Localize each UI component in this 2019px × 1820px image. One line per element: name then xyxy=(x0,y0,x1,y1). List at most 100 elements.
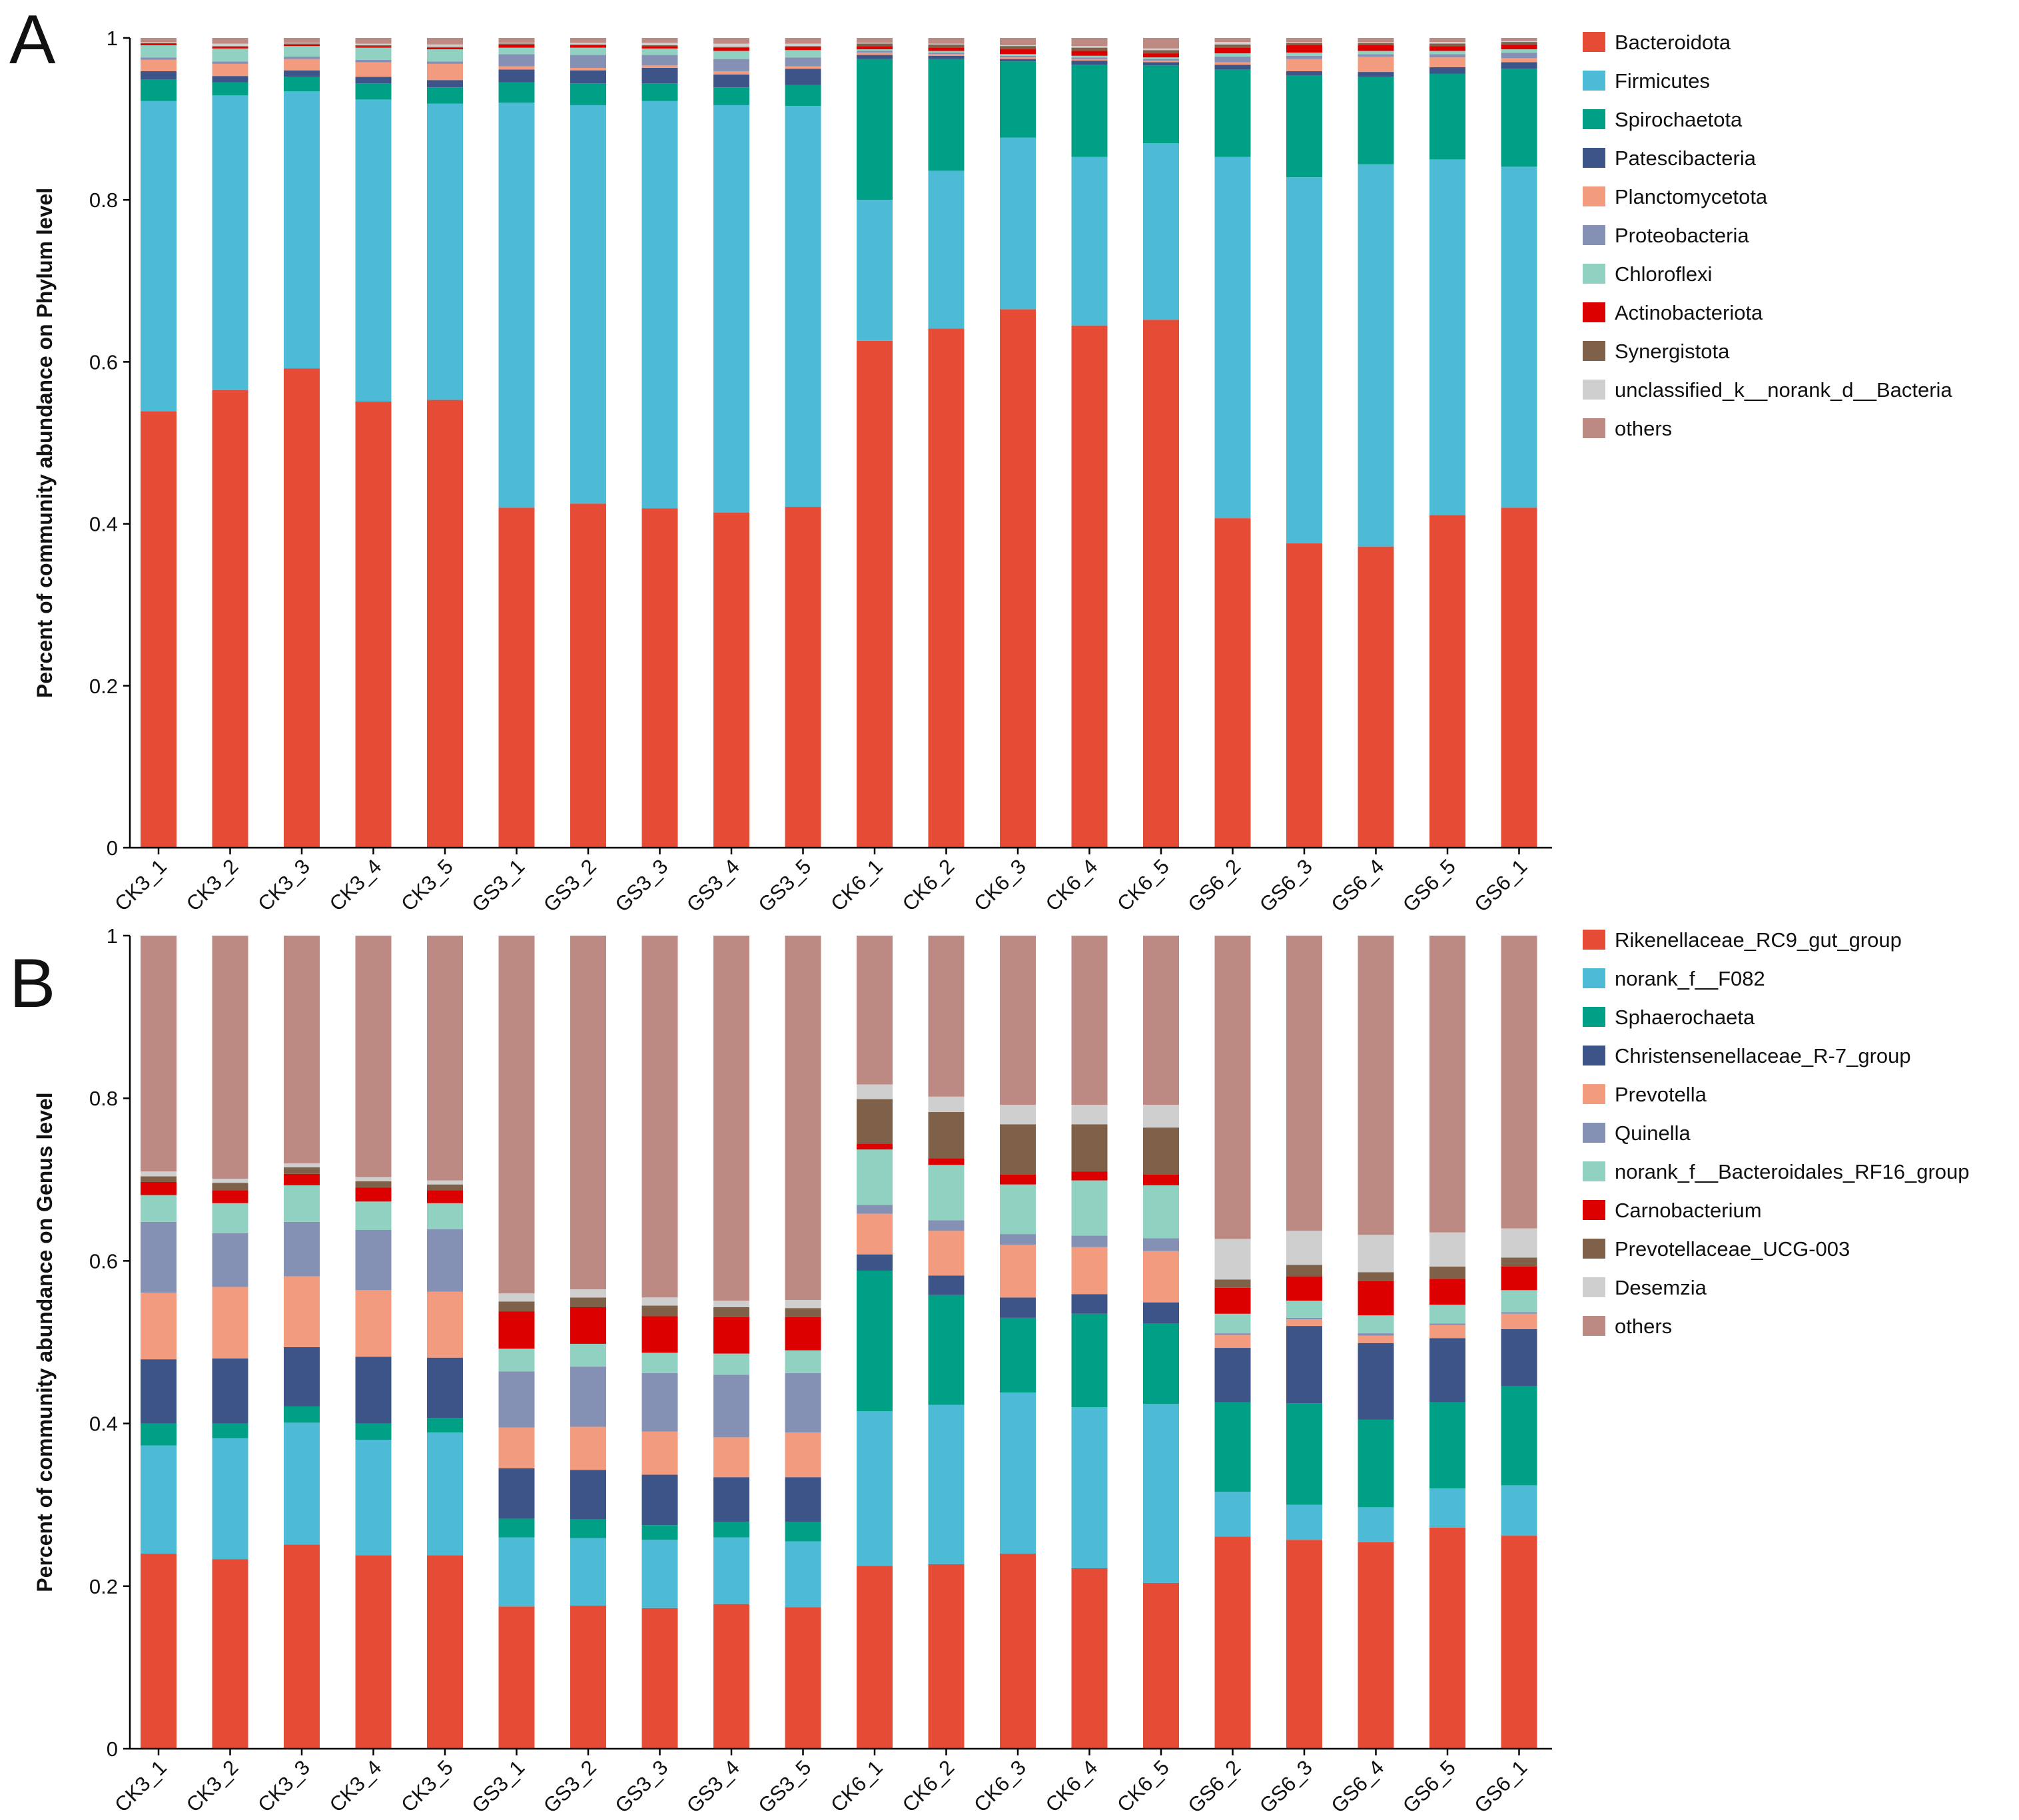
legend-swatch xyxy=(1583,148,1605,168)
bar-segment xyxy=(1501,44,1537,50)
legend-swatch xyxy=(1583,109,1605,129)
x-tick-label: CK6_1 xyxy=(826,1755,887,1817)
bar-segment xyxy=(641,1297,678,1306)
panel-a: A Percent of community abundance on Phylu… xyxy=(9,1,1952,916)
legend-label: others xyxy=(1615,417,1672,440)
y-axis-title: Percent of community abundance on Phylum… xyxy=(33,188,57,698)
bar-segment xyxy=(785,43,821,47)
bar-segment xyxy=(1429,1325,1465,1339)
x-tick-label: GS6_4 xyxy=(1326,854,1388,916)
bar-segment xyxy=(141,1171,177,1177)
bar-segment xyxy=(1000,936,1036,1105)
bar-segment xyxy=(212,1358,248,1424)
bar-segment xyxy=(1358,56,1394,73)
bar-segment xyxy=(1000,309,1036,848)
bar-segment xyxy=(1358,1542,1394,1749)
bar-segment xyxy=(1286,55,1322,59)
bar-segment xyxy=(1143,1174,1179,1185)
bar-segment xyxy=(713,512,749,848)
bar-segment xyxy=(857,936,893,1085)
bar-segment xyxy=(928,1564,965,1749)
bar-segment xyxy=(141,1221,177,1293)
bar-segment xyxy=(713,1301,749,1307)
x-tick-label: GS3_1 xyxy=(467,1755,529,1817)
bar-segment xyxy=(498,1311,535,1349)
bar-segment xyxy=(641,38,678,43)
legend-label: Quinella xyxy=(1615,1121,1691,1145)
bar-segment xyxy=(355,62,392,77)
bar-segment xyxy=(141,1176,177,1182)
bar-segment xyxy=(857,51,893,53)
bar-segment xyxy=(141,43,177,45)
bar-segment xyxy=(928,1165,965,1221)
legend-swatch xyxy=(1583,264,1605,284)
bar-segment xyxy=(1000,1297,1036,1318)
bar-segment xyxy=(928,1158,965,1165)
bar-segment xyxy=(928,54,965,56)
bar-segment xyxy=(1286,1403,1322,1505)
bar-segment xyxy=(785,1300,821,1309)
bar-segment xyxy=(355,99,392,402)
bar-segment xyxy=(284,43,320,45)
x-tick-label: CK3_5 xyxy=(396,854,458,916)
legend-label: Patescibacteria xyxy=(1615,147,1757,170)
bar-segment xyxy=(1000,1317,1036,1393)
x-tick-label: GS3_2 xyxy=(539,1755,601,1817)
bar-segment xyxy=(212,1423,248,1438)
legend-label: Synergistota xyxy=(1615,340,1730,363)
bar-segment xyxy=(355,1230,392,1291)
bar-segment xyxy=(1214,44,1251,48)
bar-segment xyxy=(498,1468,535,1519)
bar-segment xyxy=(713,43,749,47)
bar-segment xyxy=(355,1357,392,1424)
bar-segment xyxy=(1143,1251,1179,1303)
bar-segment xyxy=(498,66,535,70)
legend-swatch xyxy=(1583,1007,1605,1027)
legend-swatch xyxy=(1583,1161,1605,1181)
legend-swatch xyxy=(1583,1123,1605,1143)
bar-segment xyxy=(1071,59,1108,61)
bar-segment xyxy=(1214,1333,1251,1335)
bar-segment xyxy=(1071,1294,1108,1314)
bar-segment xyxy=(1143,38,1179,49)
bar-segment xyxy=(857,1149,893,1205)
x-tick-label: GS6_5 xyxy=(1398,1755,1460,1817)
bar-segment xyxy=(1501,1329,1537,1386)
bar-segment xyxy=(1071,156,1108,326)
bar-segment xyxy=(212,390,248,848)
bar-segment xyxy=(1429,1266,1465,1279)
bar-segment xyxy=(1358,43,1394,45)
bars xyxy=(141,936,1537,1749)
y-tick-label: 0.2 xyxy=(89,1575,118,1598)
legend-swatch xyxy=(1583,225,1605,245)
bar-segment xyxy=(1429,1488,1465,1528)
bar-segment xyxy=(355,1440,392,1556)
legend-label: Planctomycetota xyxy=(1615,185,1768,208)
bar-segment xyxy=(928,328,965,848)
bar-segment xyxy=(141,936,177,1172)
bar-segment xyxy=(785,1432,821,1478)
x-tick-label: CK3_3 xyxy=(253,1755,314,1817)
bar-segment xyxy=(1286,75,1322,178)
bar-segment xyxy=(1358,1281,1394,1316)
bar-segment xyxy=(498,43,535,45)
bar-segment xyxy=(355,1201,392,1231)
bar-segment xyxy=(1143,320,1179,848)
bar-segment xyxy=(1000,49,1036,55)
bar-segment xyxy=(1286,1319,1322,1327)
bar-segment xyxy=(1286,1317,1322,1320)
legend-label: Prevotella xyxy=(1615,1083,1707,1106)
bar-segment xyxy=(785,57,821,67)
bar-segment xyxy=(1429,54,1465,58)
bar-segment xyxy=(1071,936,1108,1105)
bar-segment xyxy=(1214,1335,1251,1349)
bar-segment xyxy=(570,1426,606,1470)
bar-segment xyxy=(1286,43,1322,45)
bar-segment xyxy=(713,1317,749,1354)
bar-segment xyxy=(857,1213,893,1255)
bar-segment xyxy=(498,1537,535,1607)
bar-segment xyxy=(212,43,248,47)
bar-segment xyxy=(785,47,821,51)
x-tick-label: CK3_1 xyxy=(110,1755,171,1817)
bar-segment xyxy=(284,1167,320,1174)
